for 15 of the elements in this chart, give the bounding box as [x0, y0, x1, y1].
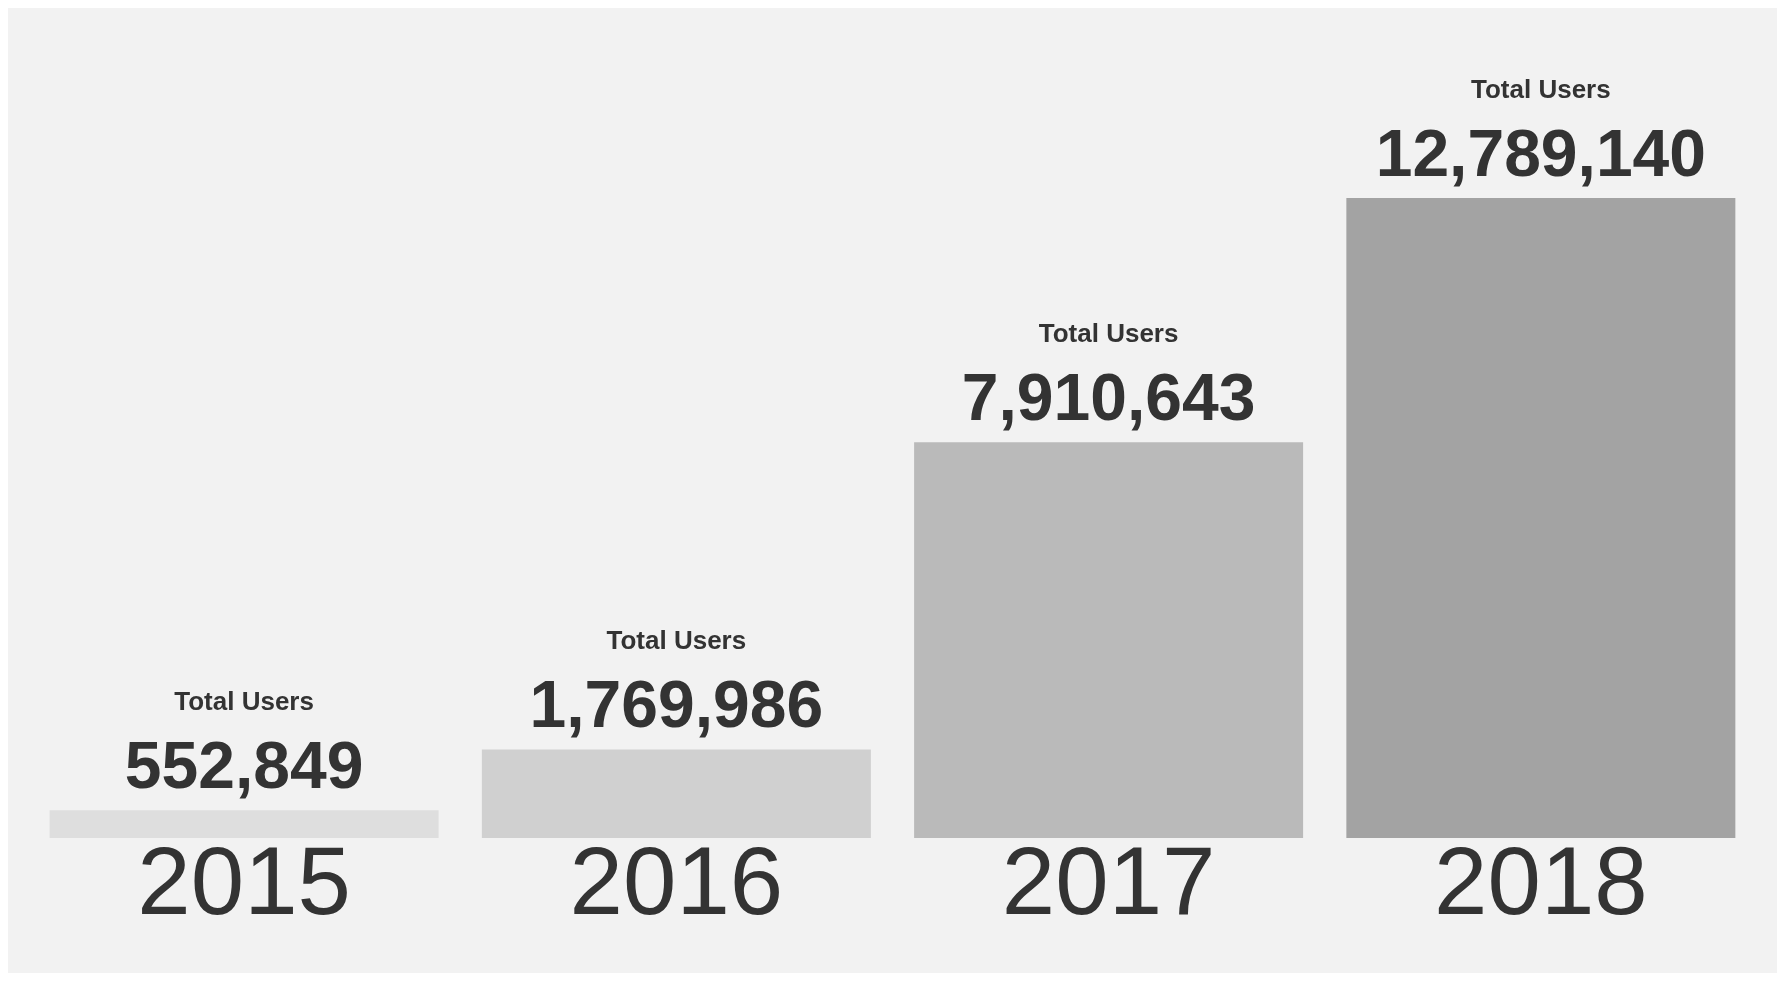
annotation: Total Users [174, 686, 314, 717]
text: Total Users [1471, 74, 1611, 104]
data-label: 7,910,643 [961, 360, 1256, 435]
bar [1346, 198, 1736, 838]
data-label: 12,789,140 [1375, 116, 1707, 190]
bar [914, 442, 1304, 838]
data-label: 1,769,986 [529, 667, 824, 742]
annotation: Total Users [1038, 318, 1179, 349]
bar [481, 749, 871, 838]
x-tick-label: 2016 [569, 827, 784, 935]
x-tick-label: 2017 [1001, 827, 1216, 935]
x-tick-label: 2015 [137, 827, 351, 935]
data-label: 552,849 [124, 728, 364, 803]
x-tick-label: 2018 [1434, 827, 1648, 935]
annotation: Total Users [606, 625, 747, 656]
